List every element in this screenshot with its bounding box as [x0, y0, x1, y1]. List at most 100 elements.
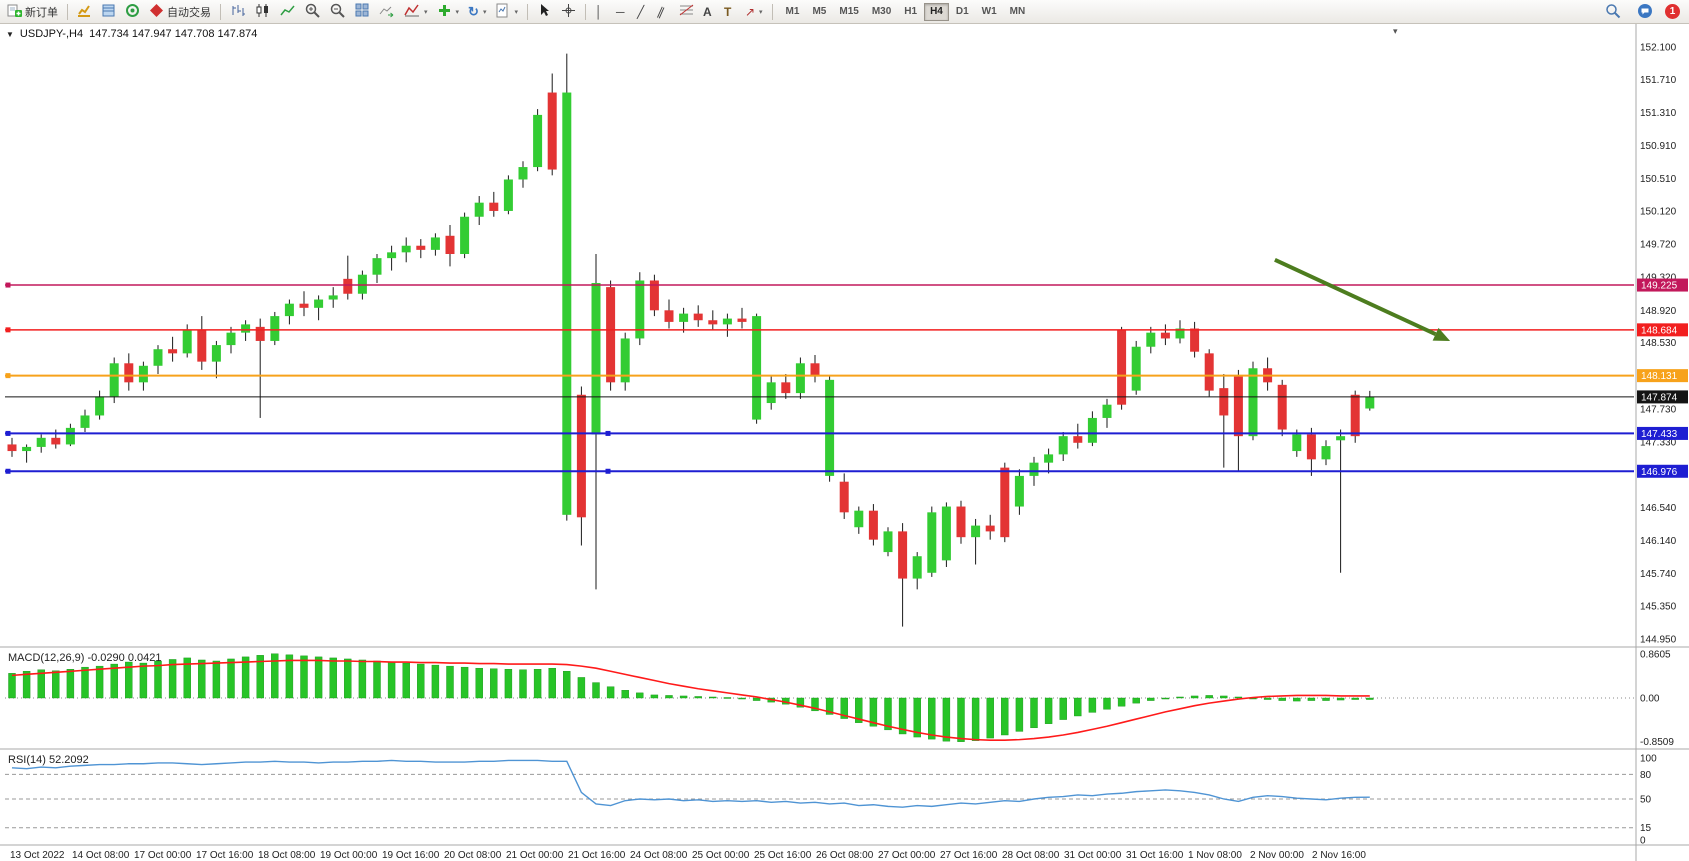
candle-up	[1029, 462, 1039, 476]
candle-down	[576, 394, 586, 518]
community-button[interactable]	[1633, 2, 1657, 22]
price-chart[interactable]: 152.100 151.710 151.310 150.910 150.510 150.1…	[0, 24, 1689, 861]
timeframe-mn-button[interactable]: MN	[1004, 3, 1032, 21]
add-indicator-button[interactable]: ▾	[433, 2, 464, 22]
line-handle[interactable]	[5, 430, 11, 436]
timeframe-m5-button[interactable]: M5	[806, 3, 832, 21]
candle-down	[255, 326, 265, 341]
timeframe-m1-button[interactable]: M1	[780, 3, 806, 21]
candle-up	[182, 330, 192, 354]
chart-window: 152.100 151.710 151.310 150.910 150.510 150.1…	[0, 24, 1689, 861]
market-watch-button[interactable]	[73, 2, 96, 22]
macd-histogram-bar	[1293, 697, 1301, 702]
templates-button[interactable]: ▾	[491, 2, 522, 22]
price-axis-label: 145.740	[1640, 569, 1677, 580]
text-button[interactable]: A	[699, 2, 719, 22]
line-handle[interactable]	[605, 468, 611, 474]
timeframe-m30-button[interactable]: M30	[866, 3, 897, 21]
toolbar-separator	[771, 3, 773, 20]
timeframe-h1-button[interactable]: H1	[898, 3, 923, 21]
tile-windows-button[interactable]	[351, 2, 374, 22]
candle-down	[124, 363, 134, 383]
time-axis-label: 27 Oct 00:00	[878, 850, 936, 861]
macd-histogram-bar	[650, 694, 659, 699]
price-badge-label: 148.684	[1641, 325, 1678, 336]
timeframe-d1-button[interactable]: D1	[950, 3, 975, 21]
candle-down	[1160, 332, 1170, 339]
line-handle[interactable]	[5, 468, 11, 474]
price-badge-label: 148.131	[1641, 371, 1678, 382]
time-axis-label: 18 Oct 08:00	[258, 850, 316, 861]
macd-label: MACD(12,26,9) -0.0290 0.0421	[8, 652, 161, 664]
data-window-button[interactable]	[97, 2, 120, 22]
notification-badge[interactable]: 1	[1665, 4, 1680, 19]
macd-histogram-bar	[577, 677, 586, 699]
line-chart-button[interactable]	[276, 2, 300, 22]
macd-histogram-bar	[1001, 697, 1009, 736]
zoom-out-button[interactable]	[326, 2, 350, 22]
macd-histogram-bar	[358, 659, 367, 699]
macd-histogram-bar	[1117, 697, 1126, 707]
candle-up	[284, 303, 294, 317]
arrows-button[interactable]: ↗ ▾	[741, 2, 767, 22]
macd-histogram-bar	[402, 662, 410, 699]
rsi-axis-label: 0	[1640, 836, 1646, 847]
price-axis-label: 150.910	[1640, 141, 1677, 152]
macd-histogram-bar	[621, 690, 629, 699]
chart-shift-marker[interactable]: ▾	[1393, 26, 1398, 36]
cursor-button[interactable]	[533, 2, 556, 22]
indicators-button[interactable]: ▾	[400, 2, 432, 22]
zoom-in-button[interactable]	[301, 2, 325, 22]
line-handle[interactable]	[605, 430, 611, 436]
timeframe-w1-button[interactable]: W1	[976, 3, 1003, 21]
indicators-icon	[404, 3, 420, 20]
arrows-tool-icon: ↗	[744, 4, 756, 19]
price-axis-label: 149.320	[1640, 273, 1677, 284]
autotrading-button[interactable]: 自动交易	[145, 2, 215, 22]
rsi-line	[11, 759, 1370, 808]
macd-histogram-bar	[285, 654, 294, 699]
macd-histogram-bar	[1088, 697, 1097, 713]
refresh-button[interactable]: ↻ ▾	[464, 2, 490, 22]
bar-chart-button[interactable]	[226, 2, 250, 22]
candle-up	[1014, 475, 1024, 507]
candle-up	[795, 363, 805, 394]
macd-histogram-bar	[183, 657, 191, 699]
price-badge-label: 146.976	[1641, 467, 1678, 478]
time-axis-label: 2 Nov 16:00	[1312, 850, 1366, 861]
crosshair-button[interactable]	[557, 2, 580, 22]
line-handle[interactable]	[5, 327, 11, 333]
macd-histogram-bar	[52, 670, 60, 699]
macd-histogram-bar	[95, 665, 104, 699]
macd-histogram-bar	[1074, 697, 1082, 717]
macd-histogram-bar	[884, 697, 892, 731]
trend-arrow[interactable]	[1274, 257, 1437, 337]
vertical-line-button[interactable]: │	[591, 2, 611, 22]
candle-up	[912, 556, 922, 579]
new-order-button[interactable]: 新订单	[3, 2, 62, 22]
symbol-collapse-icon[interactable]: ▼	[6, 29, 14, 39]
navigator-button[interactable]	[121, 2, 144, 22]
timeframe-h4-button[interactable]: H4	[924, 2, 949, 21]
trendline-button[interactable]: ╱	[633, 2, 653, 22]
channel-button[interactable]: ∥	[654, 2, 674, 22]
horizontal-line-button[interactable]: ─	[612, 2, 632, 22]
search-button[interactable]	[1601, 2, 1625, 22]
macd-histogram-bar	[796, 697, 805, 708]
line-handle[interactable]	[5, 373, 11, 379]
label-button[interactable]: T	[720, 2, 740, 22]
macd-histogram-bar	[1366, 697, 1374, 700]
auto-scroll-button[interactable]	[375, 2, 399, 22]
candle-down	[1219, 388, 1229, 416]
macd-histogram-bar	[8, 673, 16, 699]
timeframe-m15-button[interactable]: M15	[833, 3, 864, 21]
candle-down	[839, 481, 849, 513]
fibonacci-button[interactable]	[675, 2, 698, 22]
macd-histogram-bar	[446, 665, 454, 699]
candle-up	[138, 365, 148, 383]
candle-down	[985, 525, 995, 532]
candle-up	[591, 282, 601, 435]
macd-histogram-bar	[563, 671, 571, 699]
candlestick-chart-button[interactable]	[251, 2, 275, 22]
line-handle[interactable]	[5, 282, 11, 288]
